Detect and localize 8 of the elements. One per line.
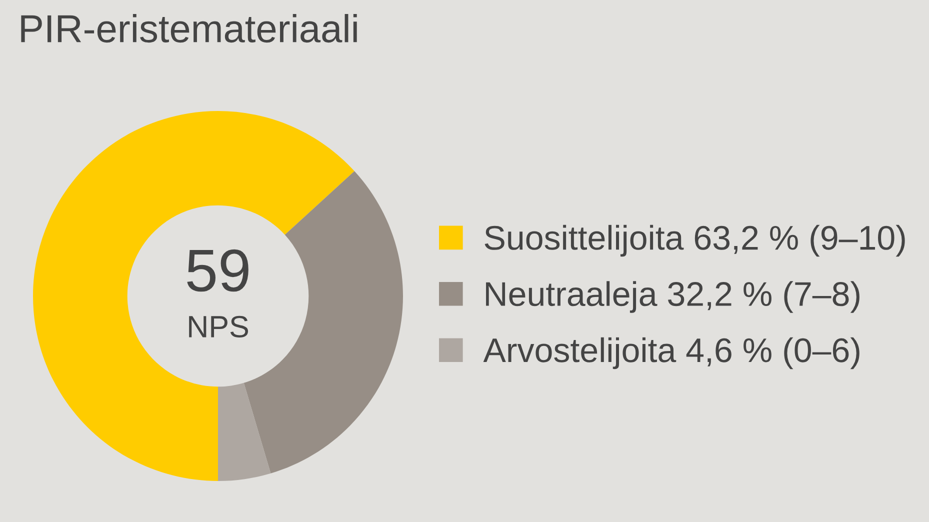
donut-slice <box>218 382 271 481</box>
legend-label: Neutraaleja 32,2 % (7–8) <box>486 281 860 313</box>
donut-slice <box>33 111 354 481</box>
legend-label: Arvostelijoita 4,6 % (0–6) <box>483 337 860 370</box>
chart-title: PIR-eristemateriaali <box>21 14 357 43</box>
text: 59 <box>187 249 248 292</box>
text: NPS <box>189 316 248 338</box>
legend-label: Suosittelijoita 63,2 % (9–10) <box>484 224 905 257</box>
